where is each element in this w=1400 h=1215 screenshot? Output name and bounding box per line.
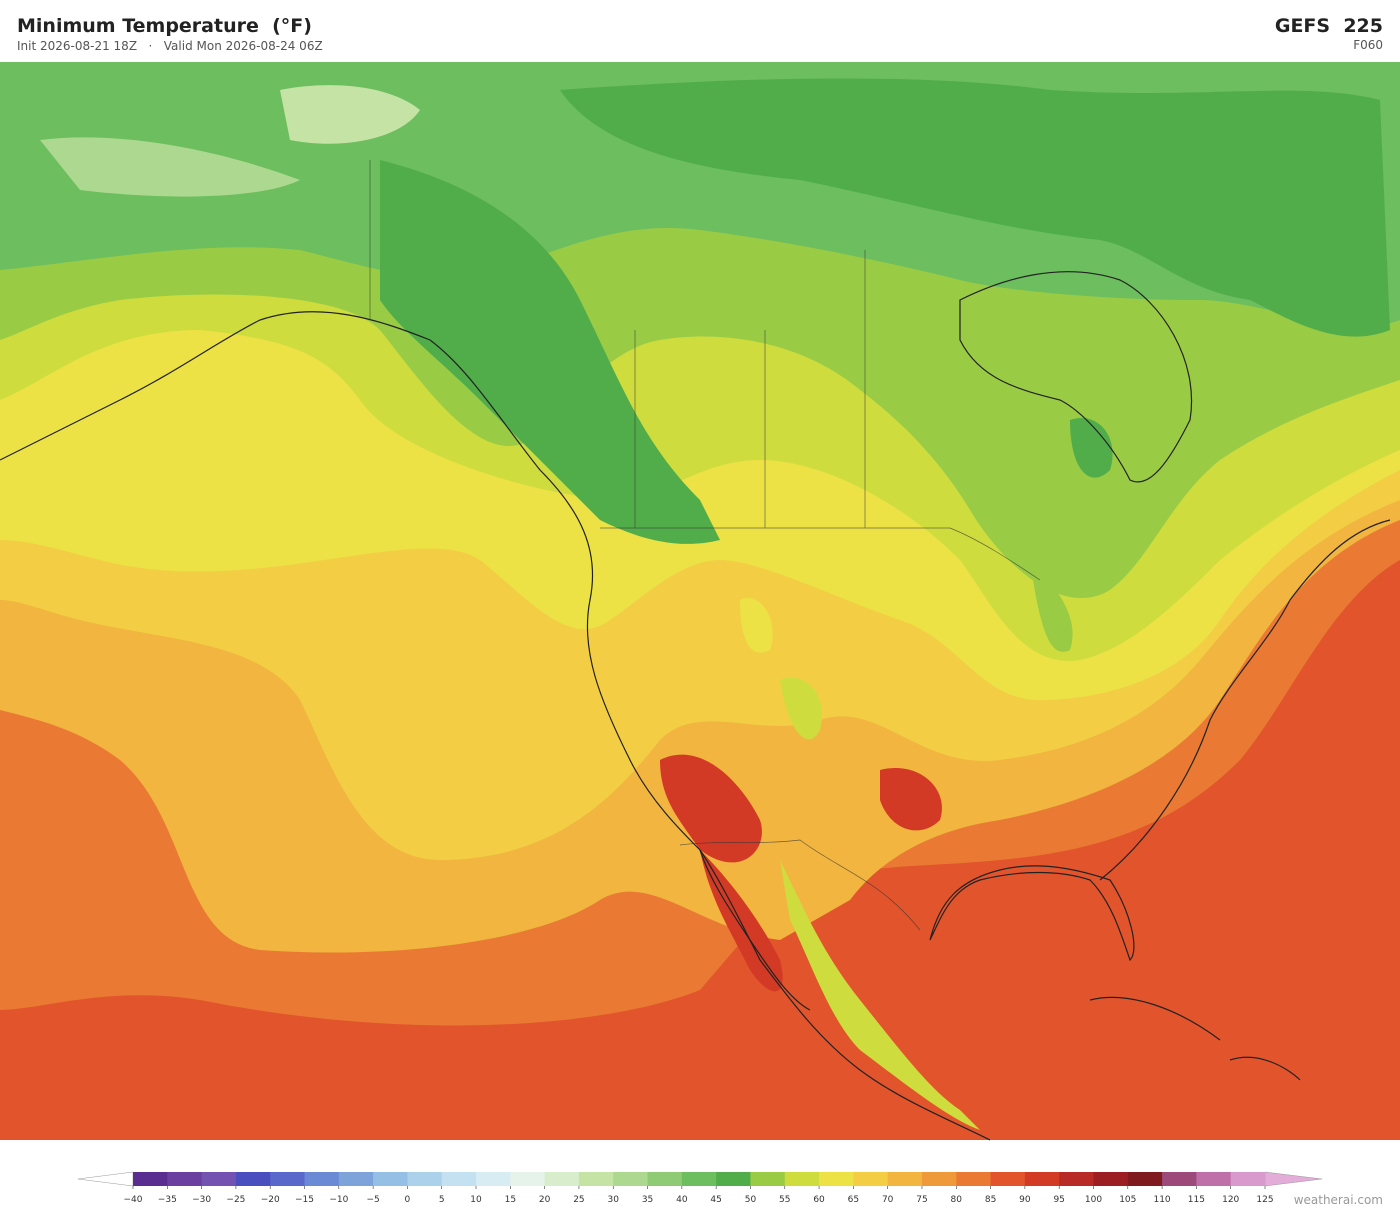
colorbar-bin (133, 1172, 168, 1186)
colorbar-label: −40 (124, 1195, 143, 1205)
subtitle: Init 2026-08-21 18Z · Valid Mon 2026-08-… (17, 39, 323, 53)
colorbar-bin (716, 1172, 751, 1186)
colorbar-bin (1196, 1172, 1232, 1186)
colorbar-bin (1230, 1172, 1266, 1186)
colorbar-bin (201, 1172, 237, 1186)
colorbar-label: 75 (916, 1195, 927, 1205)
colorbar-label: 120 (1222, 1195, 1239, 1205)
colorbar-label: 95 (1053, 1195, 1064, 1205)
colorbar-label: −35 (158, 1195, 177, 1205)
colorbar-bin (1059, 1172, 1094, 1186)
colorbar-bin (681, 1172, 717, 1186)
colorbar-label: 85 (985, 1195, 996, 1205)
coastlines (0, 271, 1391, 1141)
valid-time: Valid Mon 2026-08-24 06Z (163, 39, 323, 53)
colorbar-label: 70 (882, 1195, 894, 1205)
colorbar-label: 110 (1153, 1195, 1170, 1205)
colorbar-label: −5 (366, 1195, 379, 1205)
colorbar-bin (1093, 1172, 1129, 1186)
colorbar-bin (853, 1172, 889, 1186)
colorbar-label: 55 (779, 1195, 790, 1205)
colorbar-bin (990, 1172, 1026, 1186)
watermark: weatherai.com (1293, 1193, 1383, 1207)
colorbar-bin (235, 1172, 271, 1186)
colorbar-over (1264, 1171, 1323, 1187)
colorbar-bin (1024, 1172, 1060, 1186)
colorbar-label: 15 (505, 1195, 516, 1205)
colorbar-bin (647, 1172, 683, 1186)
forecast-hour: F060 (1353, 38, 1383, 52)
colorbar-label: 50 (745, 1195, 757, 1205)
colorbar-bin (407, 1172, 443, 1186)
colorbar-bin (338, 1172, 374, 1186)
colorbar-label: 90 (1019, 1195, 1031, 1205)
colorbar-under (77, 1171, 134, 1187)
colorbar-label: −20 (261, 1195, 280, 1205)
colorbar-bin (373, 1172, 408, 1186)
model-name: GEFS 225 (1274, 15, 1383, 37)
colorbar-bin (1162, 1172, 1197, 1186)
colorbar-bin (544, 1172, 580, 1186)
temperature-field (0, 62, 1400, 1140)
borders (369, 160, 1041, 931)
colorbar-label: 125 (1256, 1195, 1273, 1205)
colorbar-bin (887, 1172, 923, 1186)
colorbar-label: 30 (608, 1195, 620, 1205)
colorbar-label: 5 (439, 1195, 445, 1205)
colorbar-label: −30 (192, 1195, 211, 1205)
colorbar-label: 10 (470, 1195, 482, 1205)
colorbar-label: 35 (642, 1195, 653, 1205)
colorbar-bin (750, 1172, 786, 1186)
colorbar: −40 −35 −30 −25 −20 −15 −10 −5 0 5 10 15 20 25 30 35 40 4… (77, 1171, 1323, 1205)
colorbar-label: −15 (295, 1195, 314, 1205)
colorbar-label: 60 (813, 1195, 825, 1205)
colorbar-label: 65 (848, 1195, 859, 1205)
colorbar-label: −10 (329, 1195, 348, 1205)
colorbar-label: 100 (1085, 1195, 1102, 1205)
colorbar-bin (613, 1172, 649, 1186)
colorbar-label: 115 (1188, 1195, 1205, 1205)
colorbar-label: 80 (951, 1195, 963, 1205)
colorbar-bin (784, 1172, 820, 1186)
colorbar-label: 45 (710, 1195, 721, 1205)
colorbar-label: 25 (573, 1195, 584, 1205)
separator: · (148, 39, 153, 53)
colorbar-label: −25 (226, 1195, 245, 1205)
map-title: Minimum Temperature (°F) (17, 15, 312, 37)
colorbar-bin (270, 1172, 306, 1186)
colorbar-bin (1127, 1172, 1163, 1186)
colorbar-bin (819, 1172, 854, 1186)
colorbar-bin (304, 1172, 340, 1186)
colorbar-bin (578, 1172, 614, 1186)
colorbar-bin (921, 1172, 957, 1186)
colorbar-bin (510, 1172, 546, 1186)
colorbar-bin (476, 1172, 511, 1186)
colorbar-label: 20 (539, 1195, 551, 1205)
init-time: Init 2026-08-21 18Z (17, 39, 138, 53)
colorbar-label: 0 (405, 1195, 411, 1205)
colorbar-bin (167, 1172, 203, 1186)
colorbar-bin (956, 1172, 992, 1186)
colorbar-label: 40 (676, 1195, 688, 1205)
colorbar-label: 105 (1119, 1195, 1136, 1205)
colorbar-bin (441, 1172, 477, 1186)
